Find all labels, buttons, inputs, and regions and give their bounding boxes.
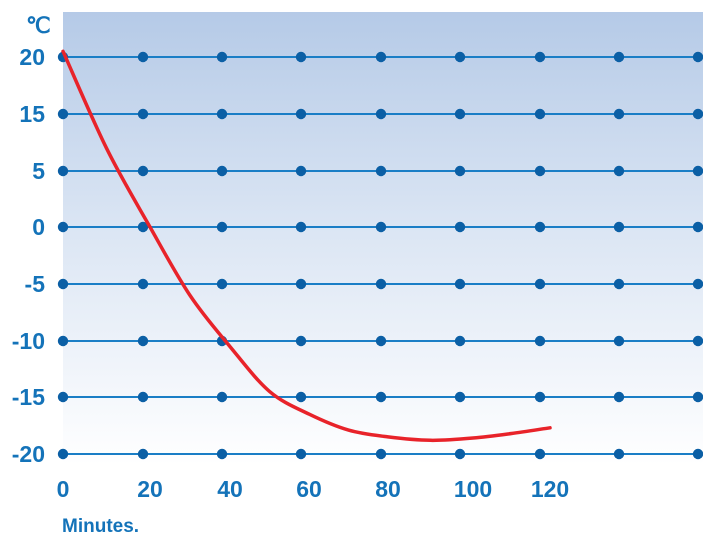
grid-dot — [295, 278, 307, 290]
series-layer — [61, 49, 552, 443]
grid-dot — [216, 108, 228, 120]
y-tick-label: -20 — [12, 441, 45, 467]
y-tick-label: -10 — [12, 328, 45, 354]
grid-dot — [137, 391, 149, 403]
grid-dot — [57, 335, 69, 347]
grid-dot — [375, 391, 387, 403]
y-tick-label: 15 — [19, 101, 45, 127]
y-tick-label: -15 — [12, 384, 45, 410]
grid-dot — [613, 165, 625, 177]
grid-dot — [534, 278, 546, 290]
grid-dot — [375, 165, 387, 177]
grid-dot — [692, 51, 703, 63]
grid-dot — [692, 448, 703, 460]
grid-dot — [454, 278, 466, 290]
grid-dot — [295, 448, 307, 460]
grid-dot — [613, 51, 625, 63]
grid-dot — [216, 221, 228, 233]
grid-dot — [534, 391, 546, 403]
grid-dot — [692, 108, 703, 120]
x-tick-label: 20 — [137, 476, 163, 502]
grid-dot — [692, 221, 703, 233]
grid-dot — [692, 165, 703, 177]
y-tick-label: 5 — [32, 158, 45, 184]
plot-background — [63, 12, 703, 465]
grid-dot — [216, 278, 228, 290]
grid-dot — [216, 391, 228, 403]
x-axis-title: Minutes. — [62, 516, 139, 537]
y-tick-label: 20 — [19, 44, 45, 70]
grid-dot — [137, 278, 149, 290]
grid-dot — [692, 335, 703, 347]
grid-dot — [613, 108, 625, 120]
grid-dot — [57, 278, 69, 290]
grid-dot — [295, 335, 307, 347]
x-tick-label: 120 — [531, 476, 569, 502]
grid-dot — [375, 221, 387, 233]
grid-dot — [57, 391, 69, 403]
grid-dot — [613, 391, 625, 403]
y-tick-label: -5 — [25, 271, 46, 297]
grid-dot — [454, 335, 466, 347]
grid-dot — [613, 221, 625, 233]
y-axis-unit: ℃ — [26, 13, 51, 38]
x-tick-label: 40 — [217, 476, 243, 502]
grid-dot — [692, 391, 703, 403]
x-tick-label: 80 — [375, 476, 401, 502]
grid-dot — [375, 278, 387, 290]
grid-dot — [454, 51, 466, 63]
grid-dot — [534, 165, 546, 177]
x-tick-label: 0 — [57, 476, 70, 502]
grid-dot — [613, 335, 625, 347]
grid-dot — [137, 165, 149, 177]
grid-dot — [137, 448, 149, 460]
grid-dot — [613, 448, 625, 460]
grid-dot — [295, 221, 307, 233]
x-tick-label: 60 — [296, 476, 322, 502]
grid-dot — [137, 108, 149, 120]
grid-dot — [57, 108, 69, 120]
grid-dot — [534, 221, 546, 233]
grid-dot — [454, 221, 466, 233]
grid-dot — [375, 448, 387, 460]
grid-dot — [216, 51, 228, 63]
grid-dot — [137, 335, 149, 347]
grid-dot — [57, 221, 69, 233]
grid-dot — [137, 221, 149, 233]
grid-dot — [295, 108, 307, 120]
grid-dot — [375, 335, 387, 347]
grid-dot — [613, 278, 625, 290]
y-tick-labels: 20 15 5 0 -5 -10 -15 -20 — [12, 44, 45, 467]
grid-dot — [534, 335, 546, 347]
grid-dot — [295, 165, 307, 177]
y-tick-label: 0 — [32, 214, 45, 240]
grid-dot — [57, 448, 69, 460]
grid-dot — [216, 448, 228, 460]
temperature-curve — [61, 49, 552, 443]
grid-dot — [57, 165, 69, 177]
x-tick-labels: 0 20 40 60 80 100 120 — [57, 476, 570, 502]
grid-dot — [375, 51, 387, 63]
grid-dot — [454, 108, 466, 120]
grid-dot — [454, 448, 466, 460]
grid-dot — [295, 391, 307, 403]
grid-dot — [454, 165, 466, 177]
x-tick-label: 100 — [454, 476, 492, 502]
grid-dot — [137, 51, 149, 63]
grid-dot — [534, 108, 546, 120]
grid-dot — [692, 278, 703, 290]
grid-dot — [454, 391, 466, 403]
grid-dot — [295, 51, 307, 63]
grid-dot — [534, 448, 546, 460]
grid-dot — [534, 51, 546, 63]
grid — [57, 51, 703, 460]
grid-dot — [375, 108, 387, 120]
grid-dot — [216, 165, 228, 177]
